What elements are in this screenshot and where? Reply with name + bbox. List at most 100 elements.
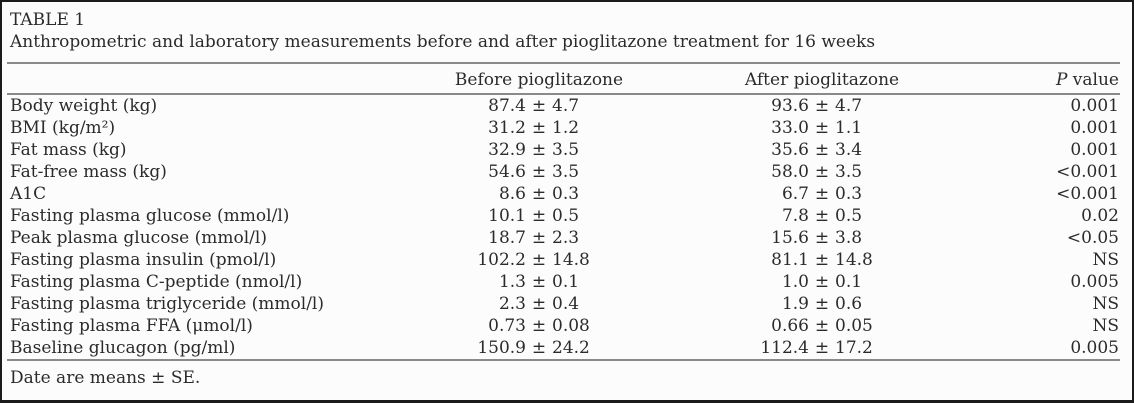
before-value-cell: 2.3 ±0.4 — [394, 293, 684, 315]
plus-minus-symbol: ± — [531, 250, 547, 270]
table-header-row: Before pioglitazone After pioglitazone P… — [8, 64, 1132, 93]
plus-minus-symbol: ± — [531, 140, 547, 160]
row-parameter-label: Fasting plasma FFA (μmol/l) — [10, 316, 253, 336]
mean-sd-value: 35.6 ±3.4 — [754, 139, 890, 161]
mean-sd-value: 6.7 ±0.3 — [754, 183, 890, 205]
mean-sd-value: 18.7 ±2.3 — [471, 227, 607, 249]
table-row: Fasting plasma triglyceride (mmol/l) 2.3… — [8, 293, 1132, 315]
plus-minus-symbol: ± — [814, 96, 830, 116]
row-parameter-label: Peak plasma glucose (mmol/l) — [10, 228, 267, 248]
sd-value: 1.2 — [552, 118, 580, 138]
mean-sd-value: 2.3 ±0.4 — [471, 293, 607, 315]
before-value-cell: 18.7 ±2.3 — [394, 227, 684, 249]
row-parameter-label: BMI (kg/m²) — [10, 118, 116, 138]
p-value-cell: 0.001 — [1070, 118, 1119, 138]
p-value-cell: <0.05 — [1066, 228, 1119, 248]
table-row: Fasting plasma C-peptide (nmol/l) 1.3 ±0.… — [8, 271, 1132, 293]
plus-minus-symbol: ± — [531, 162, 547, 182]
mean-sd-value: 1.0 ±0.1 — [754, 271, 890, 293]
mean-value: 102.2 — [477, 250, 526, 270]
p-value-cell: 0.02 — [1081, 206, 1119, 226]
mean-value: 150.9 — [477, 338, 526, 358]
row-parameter-label: Fat mass (kg) — [10, 140, 127, 160]
p-value-cell: <0.001 — [1056, 162, 1119, 182]
after-value-cell: 93.6 ±4.7 — [684, 95, 960, 117]
before-value-cell: 1.3 ±0.1 — [394, 271, 684, 293]
before-value-cell: 31.2 ±1.2 — [394, 117, 684, 139]
sd-value: 3.5 — [835, 162, 863, 182]
table-row: Fasting plasma FFA (μmol/l) 0.73 ±0.08 0.… — [8, 315, 1132, 337]
table-row: Fasting plasma glucose (mmol/l) 10.1 ±0.5… — [8, 205, 1132, 227]
plus-minus-symbol: ± — [814, 206, 830, 226]
plus-minus-symbol: ± — [531, 184, 547, 204]
table-row: A1C 8.6 ±0.3 6.7 ±0.3 <0.001 — [8, 183, 1132, 205]
plus-minus-symbol: ± — [814, 272, 830, 292]
mean-sd-value: 0.66 ±0.05 — [754, 315, 890, 337]
before-value-cell: 8.6 ±0.3 — [394, 183, 684, 205]
plus-minus-symbol: ± — [814, 250, 830, 270]
mean-value: 93.6 — [771, 96, 809, 116]
table-row: BMI (kg/m²) 31.2 ±1.2 33.0 ±1.1 0.001 — [8, 117, 1132, 139]
mean-value: 81.1 — [771, 250, 809, 270]
sd-value: 2.3 — [552, 228, 580, 248]
table-caption-block: TABLE 1 Anthropometric and laboratory me… — [2, 2, 1132, 53]
rule-below-header — [7, 93, 1120, 95]
sd-value: 0.1 — [835, 272, 863, 292]
after-value-cell: 33.0 ±1.1 — [684, 117, 960, 139]
plus-minus-symbol: ± — [531, 294, 547, 314]
table-row: Fat-free mass (kg) 54.6 ±3.5 58.0 ±3.5 <0.… — [8, 161, 1132, 183]
sd-value: 3.4 — [835, 140, 863, 160]
p-value-cell: 0.001 — [1070, 96, 1119, 116]
after-value-cell: 81.1 ±14.8 — [684, 249, 960, 271]
row-parameter-label: Fasting plasma triglyceride (mmol/l) — [10, 294, 324, 314]
sd-value: 4.7 — [552, 96, 580, 116]
plus-minus-symbol: ± — [814, 294, 830, 314]
mean-value: 58.0 — [771, 162, 809, 182]
p-value-cell: 0.005 — [1070, 338, 1119, 358]
mean-sd-value: 150.9 ±24.2 — [471, 337, 607, 359]
before-value-cell: 150.9 ±24.2 — [394, 337, 684, 359]
mean-sd-value: 1.3 ±0.1 — [471, 271, 607, 293]
p-value-cell: 0.005 — [1070, 272, 1119, 292]
before-value-cell: 102.2 ±14.8 — [394, 249, 684, 271]
mean-sd-value: 112.4 ±17.2 — [754, 337, 890, 359]
mean-sd-value: 93.6 ±4.7 — [754, 95, 890, 117]
plus-minus-symbol: ± — [531, 118, 547, 138]
p-value-cell: NS — [1092, 250, 1119, 270]
sd-value: 0.05 — [835, 316, 873, 336]
before-value-cell: 0.73 ±0.08 — [394, 315, 684, 337]
after-value-cell: 1.0 ±0.1 — [684, 271, 960, 293]
row-parameter-label: A1C — [10, 184, 47, 204]
sd-value: 4.7 — [835, 96, 863, 116]
mean-value: 1.0 — [781, 272, 809, 292]
mean-sd-value: 0.73 ±0.08 — [471, 315, 607, 337]
mean-sd-value: 87.4 ±4.7 — [471, 95, 607, 117]
plus-minus-symbol: ± — [814, 228, 830, 248]
header-p-value: P value — [960, 70, 1124, 90]
mean-value: 8.6 — [498, 184, 526, 204]
sd-value: 0.3 — [835, 184, 863, 204]
sd-value: 3.5 — [552, 140, 580, 160]
plus-minus-symbol: ± — [531, 338, 547, 358]
mean-value: 54.6 — [488, 162, 526, 182]
table-caption-text: Anthropometric and laboratory measuremen… — [10, 32, 876, 52]
mean-value: 32.9 — [488, 140, 526, 160]
mean-value: 7.8 — [781, 206, 809, 226]
mean-sd-value: 15.6 ±3.8 — [754, 227, 890, 249]
table-row: Fasting plasma insulin (pmol/l) 102.2 ±14… — [8, 249, 1132, 271]
mean-sd-value: 102.2 ±14.8 — [471, 249, 607, 271]
plus-minus-symbol: ± — [531, 228, 547, 248]
mean-sd-value: 8.6 ±0.3 — [471, 183, 607, 205]
table-row: Fat mass (kg) 32.9 ±3.5 35.6 ±3.4 0.001 — [8, 139, 1132, 161]
mean-sd-value: 81.1 ±14.8 — [754, 249, 890, 271]
mean-sd-value: 7.8 ±0.5 — [754, 205, 890, 227]
plus-minus-symbol: ± — [531, 96, 547, 116]
mean-value: 112.4 — [760, 338, 809, 358]
mean-value: 6.7 — [781, 184, 809, 204]
table-body: Body weight (kg) 87.4 ±4.7 93.6 ±4.7 0.001… — [2, 95, 1132, 359]
mean-value: 0.73 — [488, 316, 526, 336]
row-parameter-label: Fat-free mass (kg) — [10, 162, 167, 182]
mean-value: 15.6 — [771, 228, 809, 248]
plus-minus-symbol: ± — [814, 184, 830, 204]
